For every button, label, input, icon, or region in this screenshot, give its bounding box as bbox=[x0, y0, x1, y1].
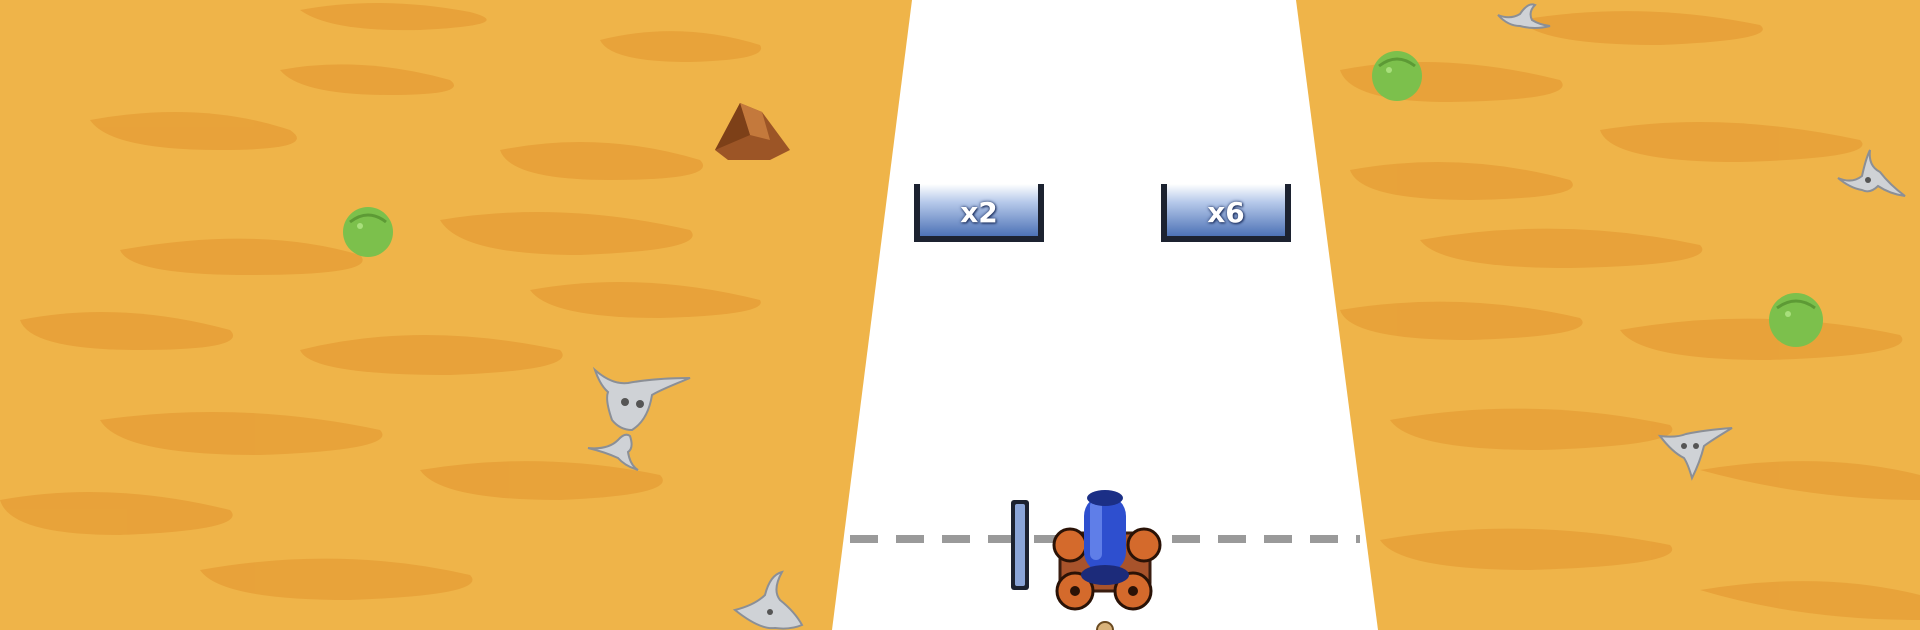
barrier-post bbox=[1011, 500, 1029, 590]
projectile bbox=[1096, 621, 1114, 630]
cow-skull-icon bbox=[1837, 149, 1906, 197]
cactus-icon bbox=[1372, 51, 1422, 101]
cannon-icon[interactable] bbox=[1052, 490, 1162, 611]
sand-ripples-right bbox=[1340, 11, 1920, 620]
gate-label: x6 bbox=[1207, 196, 1245, 229]
track bbox=[832, 0, 1378, 630]
rock-icon bbox=[715, 103, 790, 160]
cow-skull-icon bbox=[592, 366, 691, 432]
cow-skull-icon bbox=[732, 570, 804, 630]
gate-label: x2 bbox=[960, 196, 998, 229]
cactus-icon bbox=[1769, 293, 1823, 347]
cow-skull-icon bbox=[1497, 3, 1551, 29]
cactus-icon bbox=[343, 207, 393, 257]
cow-skull-icon bbox=[1657, 427, 1733, 481]
multiplier-gate-x2: x2 bbox=[914, 184, 1044, 242]
cow-skull-icon bbox=[587, 433, 639, 471]
sand-ripples bbox=[0, 2, 762, 600]
multiplier-gate-x6: x6 bbox=[1161, 184, 1291, 242]
